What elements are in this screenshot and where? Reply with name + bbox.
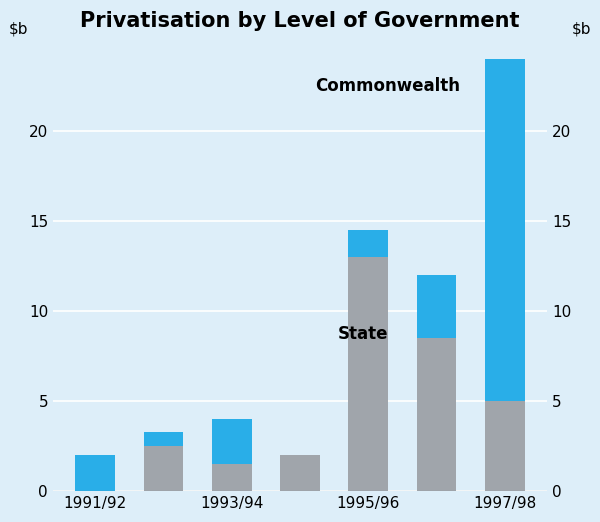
Text: $b: $b	[572, 21, 592, 37]
Title: Privatisation by Level of Government: Privatisation by Level of Government	[80, 11, 520, 31]
Text: Commonwealth: Commonwealth	[316, 77, 460, 95]
Bar	[76, 455, 115, 491]
Bar	[349, 257, 388, 491]
Bar	[143, 432, 183, 446]
Bar	[485, 59, 524, 401]
Text: State: State	[338, 325, 388, 343]
Bar	[417, 275, 457, 338]
Bar	[212, 419, 251, 464]
Bar	[143, 446, 183, 491]
Bar	[280, 455, 320, 491]
Bar	[485, 401, 524, 491]
Bar	[417, 338, 457, 491]
Bar	[212, 464, 251, 491]
Text: $b: $b	[8, 21, 28, 37]
Bar	[349, 230, 388, 257]
